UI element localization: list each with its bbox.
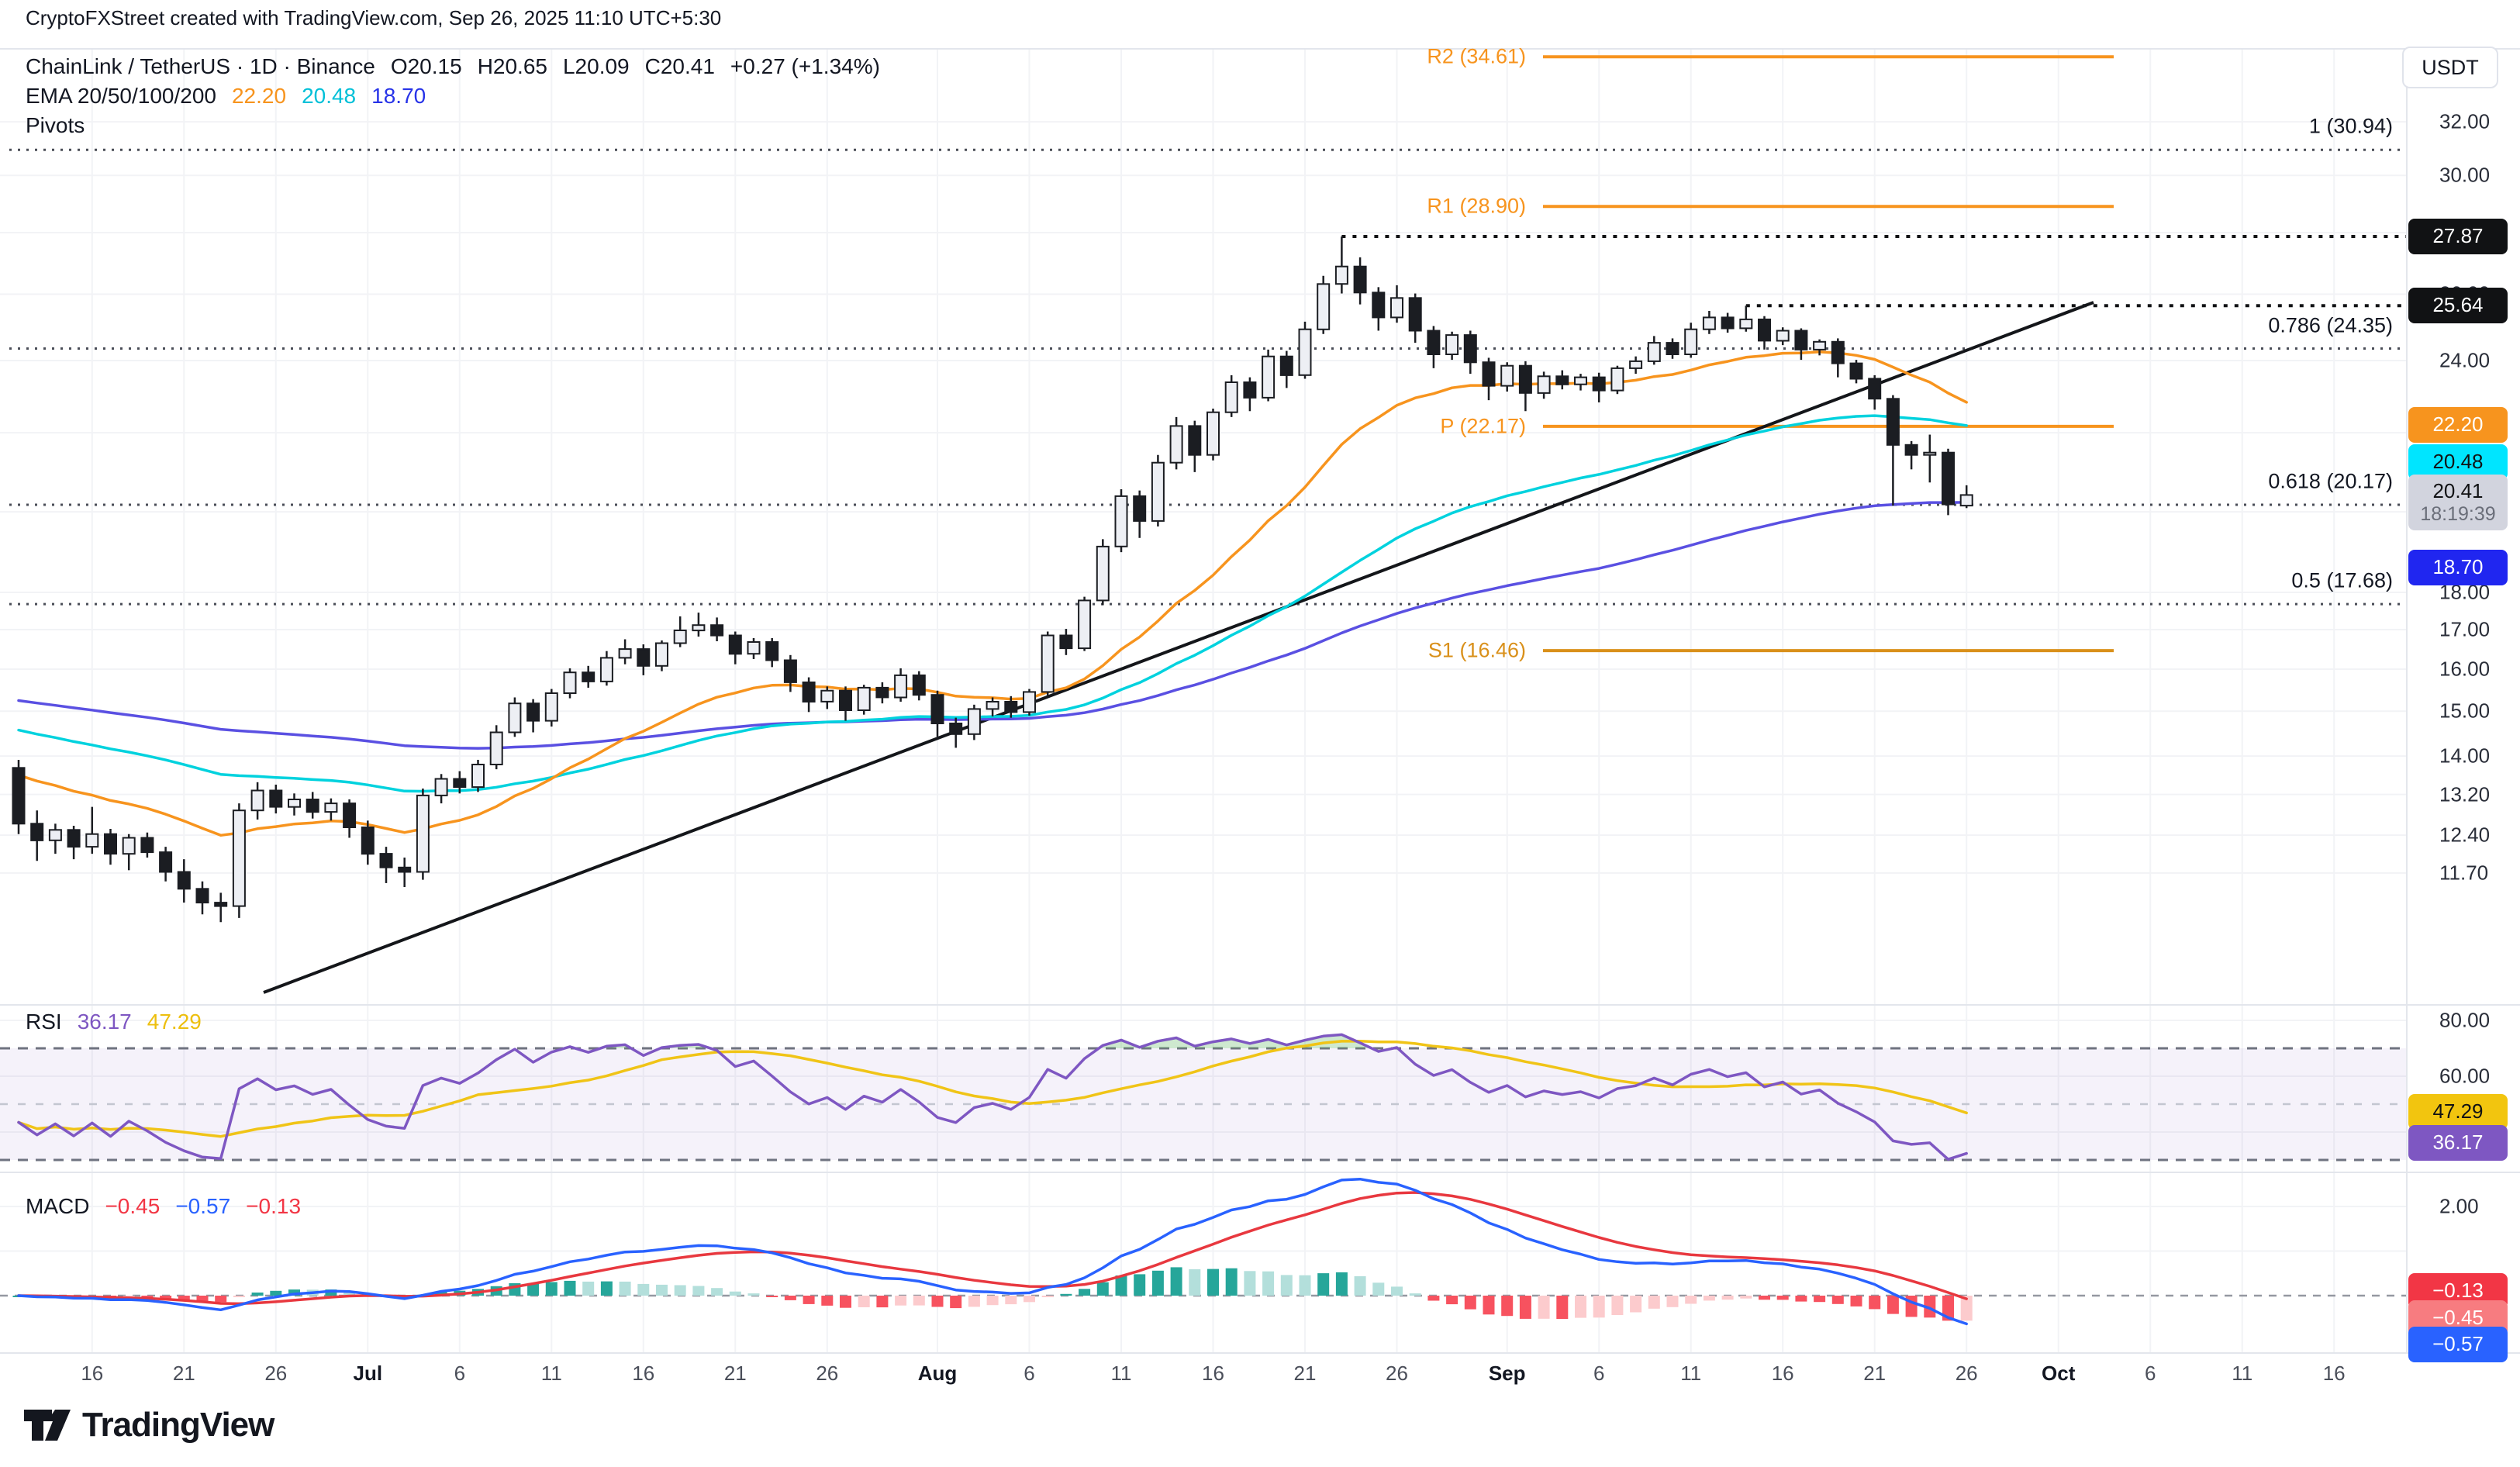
price-tick-13.20: 13.20 [2439, 782, 2491, 806]
time-label-26: 26 [264, 1362, 288, 1385]
rsi-tick-80.00: 80.00 [2439, 1008, 2491, 1032]
axis-badge-36.17: 36.17 [2408, 1124, 2508, 1161]
time-label-16: 16 [1771, 1362, 1794, 1385]
time-label-11: 11 [1110, 1362, 1132, 1385]
time-label-11: 11 [1680, 1362, 1702, 1385]
time-label-26: 26 [1386, 1362, 1408, 1385]
time-label-21: 21 [1293, 1362, 1317, 1385]
fib-label-17.68: 0.5 (17.68) [2291, 568, 2393, 592]
price-tick-16.00: 16.00 [2439, 657, 2491, 681]
axis-badge-47.29: 47.29 [2408, 1093, 2508, 1130]
rsi-label: RSI [26, 1010, 62, 1034]
price-tick-11.70: 11.70 [2439, 861, 2489, 885]
time-label-21: 21 [1863, 1362, 1887, 1385]
currency-toggle-button[interactable]: USDT [2402, 47, 2498, 88]
time-label-16: 16 [632, 1362, 655, 1385]
rsi-value: 36.17 [77, 1010, 132, 1034]
axis-badge-20.48: 20.48 [2408, 444, 2508, 480]
ohlc-close: C20.41 [644, 54, 715, 78]
credit-line: CryptoFXStreet created with TradingView.… [26, 6, 722, 29]
time-label-11: 11 [2232, 1362, 2253, 1385]
time-label-26: 26 [1955, 1362, 1978, 1385]
time-label-6: 6 [1024, 1362, 1035, 1385]
pivot-label-P: P (22.17) [1440, 414, 1526, 438]
axis-badge-18.70: 18.70 [2408, 549, 2508, 585]
price-tick-30.00: 30.00 [2439, 163, 2491, 187]
time-label-11: 11 [540, 1362, 562, 1385]
ema-label: EMA 20/50/100/200 [26, 84, 216, 108]
time-label-Sep: Sep [1488, 1362, 1526, 1385]
price-tick-12.40: 12.40 [2439, 823, 2491, 847]
price-tick-15.00: 15.00 [2439, 699, 2491, 723]
ohlc-high: H20.65 [477, 54, 547, 78]
ema20-value: 22.20 [231, 84, 287, 108]
axis-badge-27.87: 27.87 [2408, 219, 2508, 255]
price-tick-14.00: 14.00 [2439, 744, 2491, 768]
pivots-row[interactable]: Pivots [26, 113, 880, 138]
price-tick-24.00: 24.00 [2439, 348, 2491, 372]
tradingview-logo[interactable]: TradingView [23, 1405, 274, 1445]
symbol-title[interactable]: ChainLink / TetherUS · 1D · Binance [26, 54, 375, 78]
rsi-tick-60.00: 60.00 [2439, 1064, 2491, 1088]
time-label-16: 16 [1202, 1362, 1224, 1385]
time-label-16: 16 [81, 1362, 104, 1385]
ohlc-open: O20.15 [390, 54, 462, 78]
time-label-Oct: Oct [2042, 1362, 2076, 1385]
pivot-label-S1: S1 (16.46) [1427, 638, 1526, 662]
macd-tick-2.00: 2.00 [2439, 1194, 2479, 1218]
time-label-Jul: Jul [353, 1362, 383, 1385]
time-label-16: 16 [2322, 1362, 2346, 1385]
axis-badge-22.20: 22.20 [2408, 407, 2508, 444]
pivot-label-R1: R1 (28.90) [1427, 194, 1526, 218]
time-label-21: 21 [172, 1362, 195, 1385]
pivot-label-R2: R2 (34.61) [1427, 44, 1526, 68]
time-label-6: 6 [454, 1362, 466, 1385]
fib-label-20.17: 0.618 (20.17) [2268, 469, 2393, 493]
macd-line-value: −0.57 [175, 1194, 231, 1218]
rsi-ma-value: 47.29 [147, 1010, 202, 1034]
time-label-21: 21 [723, 1362, 747, 1385]
tradingview-logo-text: TradingView [82, 1406, 274, 1444]
main-plot-area[interactable] [0, 49, 2407, 1005]
axis-badge-20.41: 20.41 18:19:39 [2408, 475, 2508, 530]
tradingview-logo-icon [24, 1410, 71, 1441]
chart-legend: ChainLink / TetherUS · 1D · Binance O20.… [26, 54, 880, 138]
macd-plot-area[interactable] [0, 1172, 2407, 1353]
ohlc-change: +0.27 (+1.34%) [730, 54, 880, 78]
price-tick-17.00: 17.00 [2439, 617, 2491, 641]
macd-label: MACD [26, 1194, 90, 1218]
fib-label-30.94: 1 (30.94) [2308, 114, 2393, 138]
rsi-legend[interactable]: RSI 36.17 47.29 [26, 1010, 202, 1034]
macd-legend[interactable]: MACD −0.45 −0.57 −0.13 [26, 1194, 301, 1219]
time-label-Aug: Aug [917, 1362, 958, 1385]
price-tick-32.00: 32.00 [2439, 109, 2491, 133]
macd-signal-value: −0.13 [246, 1194, 302, 1218]
ohlc-low: L20.09 [562, 54, 630, 78]
ema100-value: 18.70 [371, 84, 426, 108]
symbol-row[interactable]: ChainLink / TetherUS · 1D · Binance O20.… [26, 54, 880, 79]
macd-hist-value: −0.45 [105, 1194, 161, 1218]
time-label-6: 6 [1593, 1362, 1605, 1385]
ema50-value: 20.48 [302, 84, 357, 108]
time-label-26: 26 [816, 1362, 839, 1385]
fib-label-24.35: 0.786 (24.35) [2268, 313, 2393, 337]
axis-badge-25.64: 25.64 [2408, 288, 2508, 324]
rsi-plot-area[interactable] [0, 1005, 2407, 1172]
pivots-label: Pivots [26, 113, 85, 137]
axis-badge-−0.57: −0.57 [2408, 1327, 2508, 1362]
ema-row[interactable]: EMA 20/50/100/200 22.20 20.48 18.70 [26, 84, 880, 109]
time-label-6: 6 [2144, 1362, 2156, 1385]
